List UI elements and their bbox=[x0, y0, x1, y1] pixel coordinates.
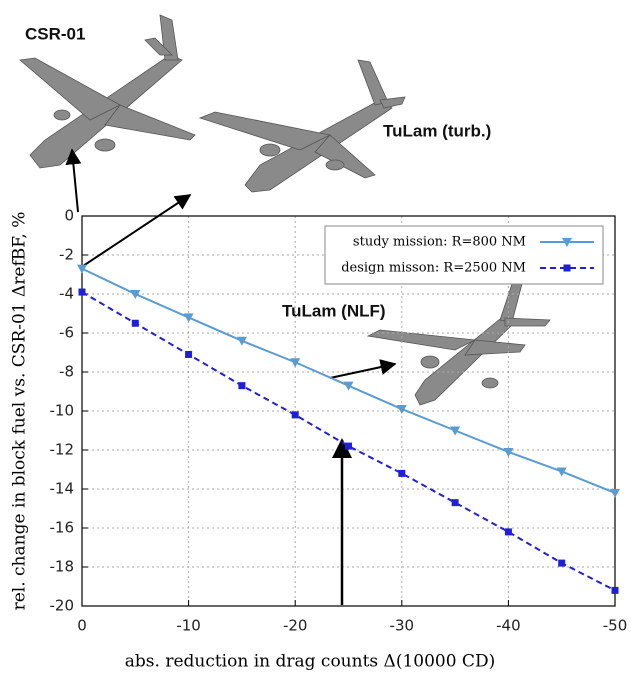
y-tick-label: -14 bbox=[50, 480, 75, 498]
legend-label: study mission: R=800 NM bbox=[353, 235, 526, 250]
y-tick-label: 0 bbox=[64, 207, 74, 225]
aircraft-tulam-turb bbox=[200, 60, 405, 192]
y-tick-label: -10 bbox=[50, 402, 75, 420]
x-tick-label: 0 bbox=[77, 617, 87, 635]
arrow bbox=[330, 364, 395, 378]
x-tick-label: -40 bbox=[496, 617, 521, 635]
marker bbox=[558, 560, 565, 567]
marker bbox=[132, 320, 139, 327]
chart: abs. reduction in drag counts Δ(10000 CD… bbox=[0, 0, 631, 674]
x-tick-label: -20 bbox=[283, 617, 308, 635]
y-axis-label: rel. change in block fuel vs. CSR-01 Δre… bbox=[10, 212, 30, 611]
y-tick-label: -16 bbox=[50, 519, 75, 537]
annotation: CSR-01 bbox=[25, 24, 85, 43]
y-tick-label: -6 bbox=[59, 324, 74, 342]
marker bbox=[292, 411, 299, 418]
marker bbox=[185, 351, 192, 358]
marker bbox=[77, 265, 87, 274]
annotation: TuLam (turb.) bbox=[383, 121, 491, 140]
marker bbox=[452, 499, 459, 506]
marker bbox=[79, 289, 86, 296]
y-tick-label: -8 bbox=[59, 363, 74, 381]
legend: study mission: R=800 NM design misson: R=… bbox=[325, 226, 603, 284]
series-line bbox=[82, 292, 615, 590]
x-tick-label: -50 bbox=[603, 617, 628, 635]
marker bbox=[610, 489, 620, 498]
legend-label: design misson: R=2500 NM bbox=[341, 261, 526, 276]
x-tick-label: -10 bbox=[176, 617, 201, 635]
y-tick-label: -12 bbox=[50, 441, 75, 459]
marker bbox=[238, 382, 245, 389]
y-tick-label: -20 bbox=[50, 597, 75, 615]
annotation: TuLam (NLF) bbox=[282, 301, 386, 320]
y-tick-label: -18 bbox=[50, 558, 75, 576]
x-axis-label: abs. reduction in drag counts Δ(10000 CD… bbox=[125, 652, 495, 672]
marker bbox=[612, 587, 619, 594]
y-tick-label: -4 bbox=[59, 285, 74, 303]
arrow bbox=[72, 150, 78, 212]
x-tick-label: -30 bbox=[390, 617, 415, 635]
marker bbox=[345, 443, 352, 450]
y-tick-label: -2 bbox=[59, 246, 74, 264]
marker bbox=[564, 265, 571, 272]
marker bbox=[505, 528, 512, 535]
arrow bbox=[80, 195, 190, 268]
marker bbox=[398, 470, 405, 477]
